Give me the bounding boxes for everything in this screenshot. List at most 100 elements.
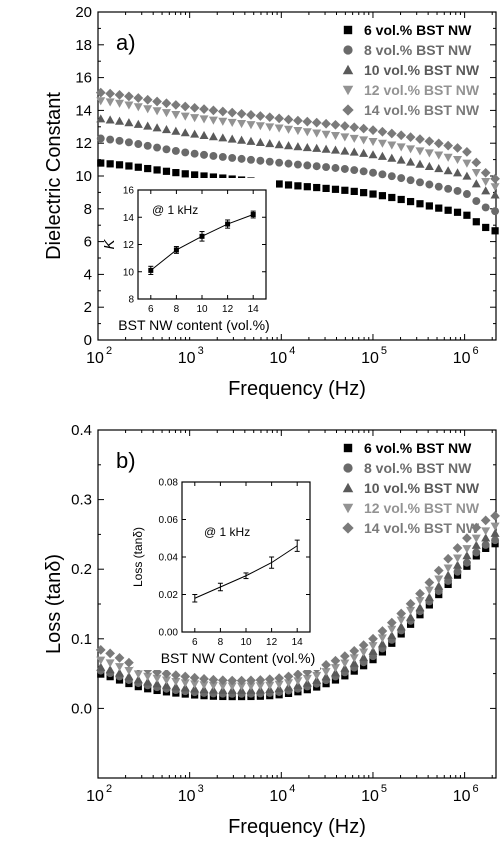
x-tick-base: 10: [269, 788, 287, 805]
data-point: [208, 674, 219, 685]
y-tick-label: 4: [84, 266, 92, 283]
data-point: [321, 144, 331, 153]
data-point: [209, 173, 218, 181]
data-point: [114, 653, 125, 663]
data-point: [200, 172, 208, 180]
data-point: [453, 208, 462, 216]
data-point: [275, 158, 284, 167]
data-point: [161, 676, 171, 685]
data-point: [471, 534, 481, 543]
data-point: [425, 202, 433, 210]
y-axis-label: Loss (tanδ): [43, 554, 65, 654]
data-point: [387, 172, 396, 181]
x-tick-exponent: 5: [381, 783, 387, 795]
inset-x-tick-label: 8: [218, 637, 224, 648]
data-point: [481, 540, 490, 549]
data-point: [115, 136, 124, 145]
data-point: [255, 111, 266, 121]
data-point: [462, 551, 472, 560]
data-point: [321, 659, 331, 670]
data-point: [434, 164, 444, 173]
data-point: [152, 96, 162, 107]
y-tick-label: 0.3: [71, 492, 92, 509]
data-point: [406, 606, 416, 616]
data-point: [171, 682, 181, 691]
data-point: [95, 645, 106, 655]
data-point: [349, 654, 359, 663]
data-point: [378, 170, 387, 179]
data-point: [143, 677, 153, 686]
data-point: [95, 87, 106, 98]
y-tick-label: 20: [75, 4, 92, 21]
data-point: [359, 136, 369, 145]
data-point: [303, 161, 312, 170]
legend-entry: 14 vol.% BST NW: [364, 102, 480, 118]
data-point: [330, 664, 340, 673]
data-point: [378, 192, 387, 200]
panel-label: a): [116, 30, 136, 55]
inset-data-point: [148, 267, 154, 273]
data-point: [97, 159, 105, 167]
data-point: [255, 675, 266, 685]
data-point: [396, 155, 406, 164]
data-point: [424, 586, 434, 595]
data-point: [322, 184, 330, 193]
data-point: [264, 112, 275, 123]
data-point: [462, 159, 472, 168]
data-point: [293, 669, 303, 680]
data-point: [293, 115, 303, 126]
data-point: [217, 675, 228, 686]
data-point: [463, 211, 471, 219]
data-point: [161, 668, 172, 679]
series-diamond: [95, 510, 500, 686]
data-point: [124, 672, 134, 681]
inset-x-tick-label: 8: [174, 304, 180, 315]
data-point: [406, 612, 416, 621]
inset-x-axis-label: BST NW content (vol.%): [118, 317, 269, 333]
y-tick-label: 0.4: [71, 422, 92, 439]
data-point: [480, 167, 491, 178]
data-point: [180, 101, 191, 112]
data-point: [190, 680, 200, 689]
legend-marker: [342, 85, 354, 96]
data-point: [471, 168, 481, 178]
x-tick-base: 10: [453, 350, 471, 367]
y-tick-label: 10: [75, 168, 92, 185]
y-tick-label: 0.2: [71, 561, 92, 578]
data-point: [172, 169, 180, 177]
data-point: [284, 679, 294, 688]
legend-entry: 10 vol.% BST NW: [364, 62, 480, 78]
series-triangle-up: [96, 114, 500, 199]
inset-x-tick-label: 14: [248, 304, 260, 315]
data-point: [312, 162, 321, 171]
data-point: [444, 576, 453, 585]
data-point: [358, 640, 369, 650]
data-point: [246, 675, 256, 686]
data-point: [415, 134, 425, 145]
data-point: [416, 178, 424, 187]
x-tick-label: 10 6: [453, 345, 479, 367]
data-point: [425, 180, 434, 189]
legend-entry: 10 vol.% BST NW: [364, 480, 480, 496]
inset-y-tick-label: 16: [123, 186, 135, 197]
data-point: [415, 159, 425, 168]
legend-entry: 12 vol.% BST NW: [364, 500, 480, 516]
data-point: [153, 166, 161, 174]
legend-marker: [342, 482, 354, 493]
data-point: [443, 166, 453, 175]
data-point: [302, 142, 312, 152]
data-point: [133, 670, 143, 679]
data-point: [189, 672, 200, 683]
data-point: [153, 143, 162, 152]
data-point: [218, 117, 228, 126]
data-point: [162, 167, 171, 175]
y-tick-label: 16: [75, 70, 92, 87]
data-point: [331, 164, 340, 172]
data-point: [340, 146, 350, 155]
data-point: [377, 639, 387, 648]
data-point: [368, 633, 378, 644]
data-point: [199, 130, 209, 139]
x-axis-label: Frequency (Hz): [228, 378, 366, 400]
inset-x-tick-label: 10: [240, 637, 252, 648]
data-point: [105, 115, 115, 124]
